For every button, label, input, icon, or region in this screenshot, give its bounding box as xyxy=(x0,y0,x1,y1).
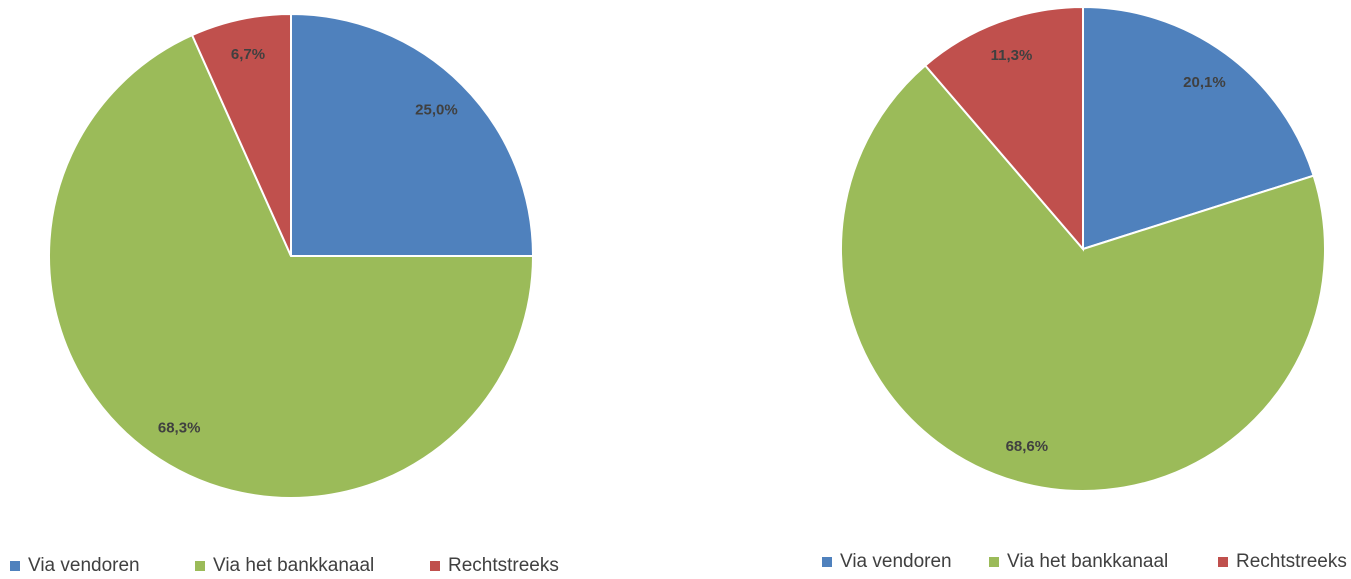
legend-swatch xyxy=(430,561,440,571)
legend-label: Via vendoren xyxy=(840,551,952,572)
legend-label: Via vendoren xyxy=(28,555,140,574)
legend-label: Via het bankkanaal xyxy=(1007,551,1168,572)
pie-slice xyxy=(48,33,535,499)
legend-swatch xyxy=(822,557,832,567)
legend-swatch xyxy=(1218,557,1228,567)
pie-slice xyxy=(840,64,1326,492)
pie-slice xyxy=(1082,5,1315,251)
data-label: 11,3% xyxy=(991,47,1033,64)
legend-label: Via het bankkanaal xyxy=(213,555,374,574)
pie-slice xyxy=(290,12,535,257)
legend-swatch xyxy=(195,561,205,571)
pie-slice xyxy=(190,12,292,257)
pie-slice xyxy=(923,5,1084,252)
data-label: 68,6% xyxy=(1006,438,1049,455)
legend-label: Rechtstreeks xyxy=(448,555,559,574)
data-label: 6,7% xyxy=(231,46,265,63)
data-label: 68,3% xyxy=(158,420,201,437)
legend-swatch xyxy=(10,561,20,571)
data-label: 20,1% xyxy=(1183,74,1226,91)
legend-label: Rechtstreeks xyxy=(1236,551,1347,572)
data-label: 25,0% xyxy=(415,102,458,119)
legend-swatch xyxy=(989,557,999,567)
